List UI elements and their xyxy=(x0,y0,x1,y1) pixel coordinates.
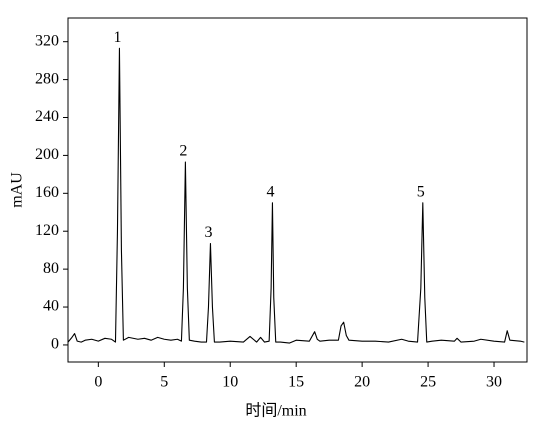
x-tick-label: 0 xyxy=(94,374,102,391)
x-axis-label: 时间/min xyxy=(245,402,306,420)
x-tick-label: 10 xyxy=(222,374,238,391)
peak-label: 2 xyxy=(179,143,187,160)
peak-label: 4 xyxy=(266,183,274,200)
x-tick-label: 5 xyxy=(160,374,168,391)
y-tick-label: 280 xyxy=(35,70,59,87)
y-tick-label: 0 xyxy=(51,336,59,353)
peak-label: 1 xyxy=(113,29,121,46)
y-tick-label: 160 xyxy=(35,184,59,201)
y-axis-label: mAU xyxy=(9,172,26,208)
y-tick-label: 320 xyxy=(35,32,59,49)
peak-label: 3 xyxy=(204,224,212,241)
x-tick-label: 15 xyxy=(288,374,304,391)
x-tick-label: 30 xyxy=(486,374,502,391)
peak-label: 5 xyxy=(417,183,425,200)
y-tick-label: 40 xyxy=(43,298,59,315)
y-tick-label: 120 xyxy=(35,222,59,239)
x-tick-label: 25 xyxy=(420,374,436,391)
y-tick-label: 240 xyxy=(35,108,59,125)
x-tick-label: 20 xyxy=(354,374,370,391)
data-line xyxy=(67,47,525,344)
plot-frame xyxy=(67,17,528,363)
y-tick-label: 200 xyxy=(35,146,59,163)
y-tick-label: 80 xyxy=(43,260,59,277)
